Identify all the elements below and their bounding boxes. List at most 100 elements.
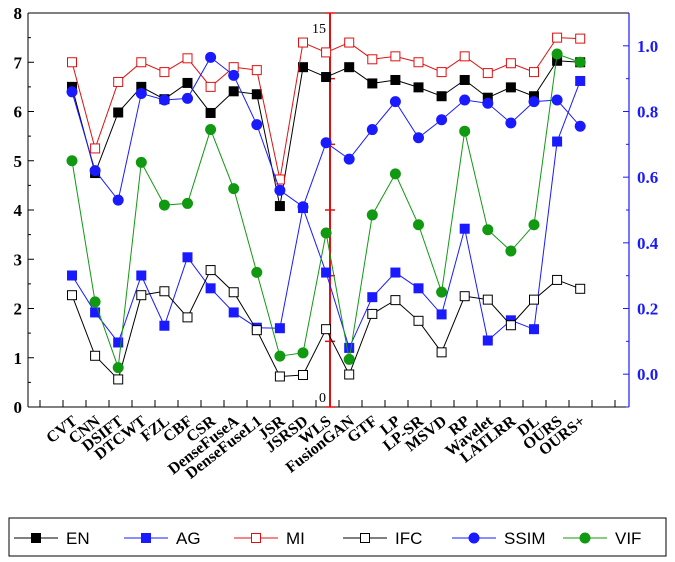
- series-ifc: [67, 265, 586, 385]
- data-point: [136, 290, 147, 301]
- left-tick-label: 8: [14, 4, 23, 23]
- legend-label: VIF: [615, 529, 641, 548]
- data-point: [135, 156, 147, 168]
- data-point: [468, 532, 480, 544]
- right-tick-label: 0.4: [637, 234, 659, 253]
- data-point: [320, 137, 332, 149]
- data-point: [459, 94, 471, 106]
- data-point: [320, 227, 332, 239]
- data-point: [182, 92, 193, 104]
- data-point: [89, 296, 101, 308]
- data-point: [67, 57, 77, 68]
- data-point: [505, 320, 516, 331]
- left-tick-label: 7: [14, 53, 23, 72]
- data-point: [274, 371, 285, 382]
- data-point: [367, 308, 378, 319]
- data-point: [574, 56, 586, 68]
- data-point: [505, 117, 517, 129]
- right-y-axis: 0.0 0.2 0.4 0.6 0.8 1.0: [623, 13, 659, 408]
- data-point: [575, 75, 586, 86]
- data-point: [552, 136, 563, 147]
- data-point: [159, 67, 170, 78]
- series-ssim: [66, 51, 586, 213]
- data-point: [228, 183, 240, 195]
- data-point: [112, 194, 124, 206]
- data-point: [482, 97, 494, 109]
- data-point: [159, 320, 170, 331]
- data-point: [321, 324, 332, 335]
- data-point: [344, 342, 355, 353]
- data-point: [436, 309, 447, 320]
- data-point: [482, 335, 493, 346]
- data-point: [390, 74, 401, 85]
- legend-item-en: EN: [14, 529, 90, 548]
- data-point: [459, 291, 470, 302]
- data-point: [182, 77, 193, 88]
- data-point: [228, 86, 239, 97]
- data-point: [528, 96, 540, 108]
- series-line: [71, 80, 581, 350]
- data-point: [251, 119, 263, 131]
- data-point: [182, 197, 193, 209]
- series-ag: [67, 75, 586, 353]
- data-point: [413, 57, 424, 68]
- data-point: [136, 57, 147, 68]
- data-point: [158, 199, 170, 211]
- data-point: [90, 143, 101, 154]
- series-line: [71, 60, 581, 207]
- data-point: [251, 325, 262, 336]
- data-point: [251, 65, 262, 76]
- right-tick-label: 0.2: [637, 300, 658, 319]
- data-point: [390, 267, 401, 278]
- data-point: [575, 283, 586, 294]
- data-point: [413, 315, 424, 326]
- data-point: [67, 290, 77, 301]
- left-tick-label: 1: [14, 349, 23, 368]
- left-tick-label: 3: [14, 250, 23, 269]
- data-point: [482, 224, 494, 236]
- data-point: [413, 132, 424, 144]
- data-point: [321, 72, 332, 83]
- legend-label: AG: [176, 529, 201, 548]
- data-point: [228, 307, 239, 318]
- legend-label: EN: [66, 529, 90, 548]
- data-point: [343, 153, 355, 165]
- series-vif: [66, 48, 586, 374]
- series-line: [71, 37, 581, 180]
- data-point: [459, 125, 471, 137]
- data-point: [321, 47, 332, 58]
- legend-item-ag: AG: [124, 529, 201, 548]
- data-point: [459, 74, 470, 85]
- data-point: [90, 307, 101, 318]
- data-point: [182, 53, 193, 64]
- data-point: [436, 67, 447, 78]
- data-point: [505, 58, 516, 69]
- data-point: [575, 33, 586, 44]
- data-point: [343, 353, 355, 365]
- data-point: [112, 362, 124, 374]
- legend-label: IFC: [395, 529, 422, 548]
- data-point: [251, 266, 263, 278]
- data-point: [528, 219, 540, 231]
- legend-label: SSIM: [504, 529, 546, 548]
- series-mi: [67, 32, 586, 185]
- data-point: [298, 369, 308, 380]
- data-point: [205, 51, 217, 63]
- data-point: [182, 252, 193, 263]
- data-point: [141, 533, 151, 543]
- legend-item-ssim: SSIM: [452, 529, 546, 548]
- data-point: [436, 114, 448, 126]
- data-point: [274, 174, 285, 185]
- data-point: [366, 209, 378, 221]
- right-tick-label: 0.6: [637, 168, 658, 187]
- data-point: [297, 201, 309, 213]
- x-axis: CVTCNNDSIFTDTCWTFZLCBFCSRDenseFuseADense…: [39, 400, 616, 483]
- data-point: [552, 32, 563, 43]
- left-tick-label: 5: [14, 152, 23, 171]
- data-point: [274, 184, 286, 196]
- series-layer: [66, 32, 586, 385]
- data-point: [113, 107, 124, 118]
- middle-tick-label: 0: [319, 391, 326, 406]
- data-point: [274, 350, 286, 362]
- data-point: [159, 286, 170, 297]
